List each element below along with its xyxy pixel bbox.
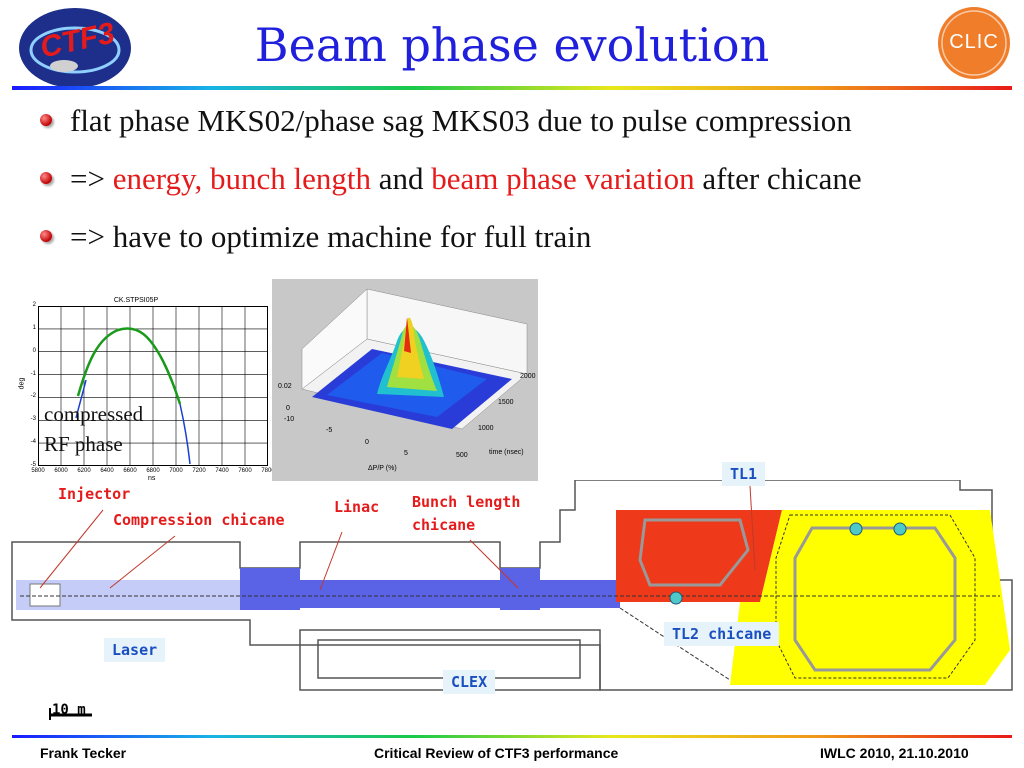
surface-ytick-2: 1000 xyxy=(478,425,494,432)
phase-chart-plot xyxy=(38,306,268,466)
facility-layout: Injector Compression chicane Linac Bunch… xyxy=(0,462,1024,730)
phase-curve-blue-right xyxy=(179,403,191,465)
bullet-2-suffix: after chicane xyxy=(694,161,862,196)
phase-chart-xtick: 7400 xyxy=(215,468,229,474)
surface-ytick-3: 1500 xyxy=(498,399,514,406)
phase-chart-ytick: -1 xyxy=(30,370,36,377)
phase-chart-xlabel: ns xyxy=(148,475,156,482)
phase-chart-xtick: 7000 xyxy=(169,468,183,474)
clic-logo-text: CLIC xyxy=(949,31,999,53)
label-linac: Linac xyxy=(334,498,380,516)
label-bunch-length-2: chicane xyxy=(412,516,476,534)
bullet-3: => have to optimize machine for full tra… xyxy=(40,219,591,255)
phase-chart-xtick: 6800 xyxy=(146,468,160,474)
surface-ytick-1: 500 xyxy=(456,452,468,459)
phase-chart-ytick: 0 xyxy=(32,347,36,354)
surface-xtick-3: 0 xyxy=(365,439,369,446)
label-laser: Laser xyxy=(104,638,166,662)
phase-annotation-1: compressed xyxy=(44,402,144,426)
phase-chart-title: CK.STPSI05P xyxy=(113,297,159,304)
phase-chart-xtick: 6000 xyxy=(54,468,68,474)
phase-chart-ytick: -2 xyxy=(30,393,36,400)
bullet-1-text: flat phase MKS02/phase sag MKS03 due to … xyxy=(70,103,852,138)
surface-ztick-2: 0 xyxy=(286,405,290,412)
footer-author: Frank Tecker xyxy=(40,745,127,761)
phase-chart-xtick: 7800 xyxy=(261,468,275,474)
phase-chart-xtick: 5800 xyxy=(31,468,45,474)
bullet-icon xyxy=(40,229,52,242)
phase-curve-green xyxy=(76,327,182,405)
phase-chart-ytick: 2 xyxy=(32,302,36,308)
label-tl1: TL1 xyxy=(722,462,766,486)
surface-xlabel: ΔP/P (%) xyxy=(368,465,397,472)
phase-chart-xtick: 6400 xyxy=(100,468,114,474)
phase-chart-xtick: 6600 xyxy=(123,468,137,474)
bullet-2-highlight-1: energy, bunch length xyxy=(112,161,371,196)
phase-chart-ytick: -4 xyxy=(30,439,36,446)
ctf3-logo: CTF3 xyxy=(16,6,134,90)
phase-chart-ytick: -3 xyxy=(30,416,36,423)
label-tl2-chicane: TL2 chicane xyxy=(664,622,780,646)
bullet-2-highlight-2: beam phase variation xyxy=(431,161,695,196)
phase-chart-xtick: 7600 xyxy=(238,468,252,474)
phase-chart-xtick: 7200 xyxy=(192,468,206,474)
bullet-3-text: => have to optimize machine for full tra… xyxy=(70,219,592,254)
phase-curve-blue-left xyxy=(75,379,87,419)
surface-ytick-4: 2000 xyxy=(520,373,536,380)
label-injector: Injector xyxy=(58,485,131,503)
scale-label: 10 m xyxy=(52,702,86,718)
clic-logo: CLIC xyxy=(936,5,1012,81)
footer-divider xyxy=(12,735,1012,738)
label-bunch-length-1: Bunch length xyxy=(412,493,521,511)
surface-xtick-1: -10 xyxy=(284,416,295,423)
footer-title: Critical Review of CTF3 performance xyxy=(374,745,619,761)
surface-plot: 0.02 0 -10 -5 0 5 ΔP/P (%) 500 1000 1500… xyxy=(272,279,538,481)
phase-annotation-2: RF phase xyxy=(44,432,123,456)
surface-xtick-4: 5 xyxy=(404,450,408,457)
bullet-2-prefix: => xyxy=(70,161,113,196)
label-clex: CLEX xyxy=(443,670,496,694)
bullet-1: flat phase MKS02/phase sag MKS03 due to … xyxy=(40,103,852,139)
bullet-icon xyxy=(40,113,52,126)
page-title: Beam phase evolution xyxy=(254,18,770,72)
title-divider xyxy=(12,86,1012,90)
surface-ylabel: time (nsec) xyxy=(489,449,524,456)
phase-chart-ytick: -5 xyxy=(30,462,36,468)
bullet-2-mid: and xyxy=(370,161,432,196)
phase-chart-xtick: 6200 xyxy=(77,468,91,474)
surface-xtick-2: -5 xyxy=(326,427,333,434)
surface-ztick-1: 0.02 xyxy=(278,383,292,390)
footer-date: IWLC 2010, 21.10.2010 xyxy=(820,745,969,761)
phase-chart: CK.STPSI05P deg ns 2 1 0 -1 -2 -3 -4 -5 5800 600… xyxy=(18,292,274,484)
label-compression-chicane: Compression chicane xyxy=(113,511,285,529)
phase-chart-ylabel: deg xyxy=(18,377,26,390)
bullet-icon xyxy=(40,171,52,184)
bullet-2: => energy, bunch length and beam phase v… xyxy=(40,161,862,197)
phase-chart-ytick: 1 xyxy=(32,324,36,331)
